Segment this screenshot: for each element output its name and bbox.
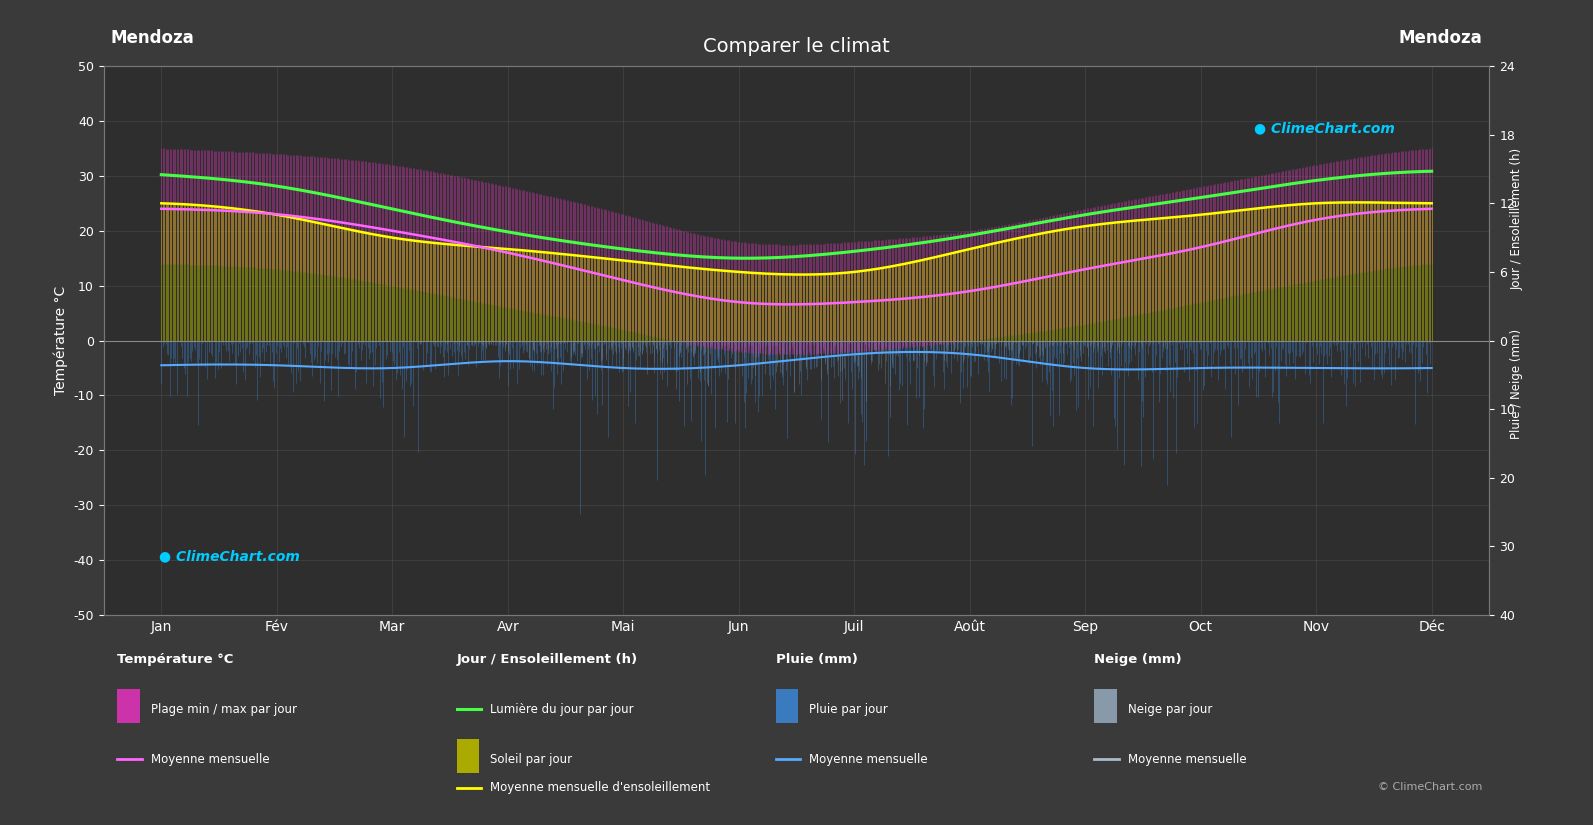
Text: Jour / Ensoleillement (h): Jour / Ensoleillement (h) (457, 653, 639, 666)
Text: Moyenne mensuelle d'ensoleillement: Moyenne mensuelle d'ensoleillement (491, 781, 710, 794)
Text: Comparer le climat: Comparer le climat (703, 37, 890, 56)
Text: Jour / Ensoleillement (h): Jour / Ensoleillement (h) (1510, 148, 1523, 290)
Text: Plage min / max par jour: Plage min / max par jour (151, 703, 296, 716)
Text: Moyenne mensuelle: Moyenne mensuelle (809, 753, 927, 766)
Text: Moyenne mensuelle: Moyenne mensuelle (1128, 753, 1246, 766)
Bar (118, 689, 140, 723)
Text: Mendoza: Mendoza (1399, 29, 1483, 47)
Text: ● ClimeChart.com: ● ClimeChart.com (1254, 121, 1395, 135)
Text: Moyenne mensuelle: Moyenne mensuelle (151, 753, 269, 766)
Bar (776, 689, 798, 723)
Bar (1094, 689, 1117, 723)
Text: Pluie (mm): Pluie (mm) (776, 653, 857, 666)
Text: Pluie par jour: Pluie par jour (809, 703, 887, 716)
Text: Neige par jour: Neige par jour (1128, 703, 1212, 716)
Text: Lumière du jour par jour: Lumière du jour par jour (491, 703, 634, 716)
Text: Soleil par jour: Soleil par jour (491, 753, 572, 766)
Y-axis label: Température °C: Température °C (53, 286, 68, 395)
Text: Neige (mm): Neige (mm) (1094, 653, 1182, 666)
Bar (457, 738, 479, 773)
Text: © ClimeChart.com: © ClimeChart.com (1378, 782, 1483, 792)
Text: Mendoza: Mendoza (110, 29, 194, 47)
Text: Pluie / Neige (mm): Pluie / Neige (mm) (1510, 328, 1523, 439)
Text: Température °C: Température °C (118, 653, 234, 666)
Text: ● ClimeChart.com: ● ClimeChart.com (159, 549, 299, 563)
